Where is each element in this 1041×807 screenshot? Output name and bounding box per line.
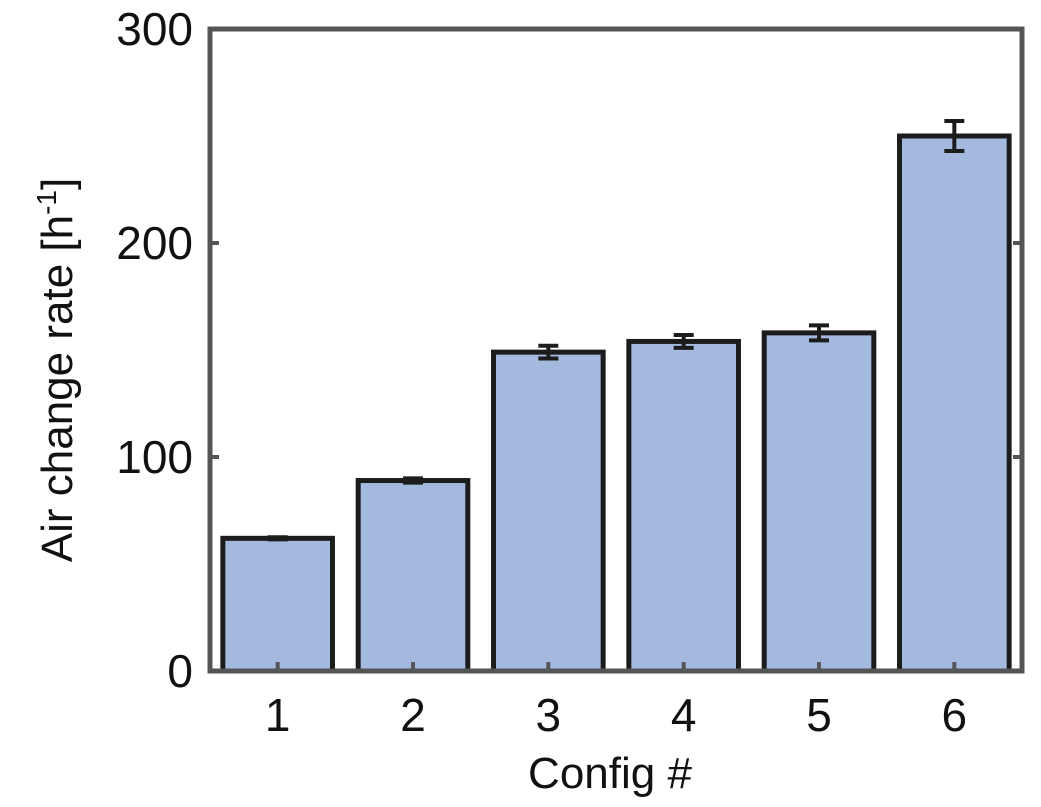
plot-frame <box>207 26 1025 674</box>
x-tick-label: 6 <box>942 689 968 741</box>
error-bar-config-4 <box>673 333 694 350</box>
error-bar-config-5 <box>809 323 829 343</box>
error-bar-config-6 <box>944 119 965 153</box>
y-axis-label: Air change rate [h-1] <box>31 178 82 562</box>
x-tick-label: 5 <box>806 689 832 741</box>
bars-group <box>220 133 1012 674</box>
y-tick-label: 0 <box>167 645 193 697</box>
x-tick-label: 2 <box>400 689 426 741</box>
error-bar-config-3 <box>538 343 559 361</box>
x-axis-label: Config # <box>528 749 692 798</box>
x-tick-label: 3 <box>536 689 562 741</box>
y-axis-label-main: Air change rate [h <box>33 215 82 562</box>
bar-config-1 <box>220 535 335 674</box>
x-tick-label: 4 <box>671 689 697 741</box>
y-ticks-group: 0 100 200 300 <box>116 3 1022 697</box>
x-tick-label: 1 <box>265 689 291 741</box>
bar-config-3 <box>491 349 606 674</box>
error-bars-group <box>267 119 965 542</box>
y-axis-label-superscript: -1 <box>31 190 62 215</box>
y-axis-label-end: ] <box>33 178 82 190</box>
y-tick-label: 200 <box>116 217 193 269</box>
error-bar-config-1 <box>267 535 288 542</box>
y-tick-label: 300 <box>116 3 193 55</box>
bar-config-6 <box>897 133 1012 674</box>
error-bar-config-2 <box>403 476 423 485</box>
bar-config-2 <box>355 478 471 674</box>
bar-config-4 <box>626 338 741 674</box>
y-tick-label: 100 <box>116 431 193 483</box>
bar-config-5 <box>761 330 877 674</box>
x-ticks-group: 1 2 3 4 5 6 <box>265 662 967 741</box>
